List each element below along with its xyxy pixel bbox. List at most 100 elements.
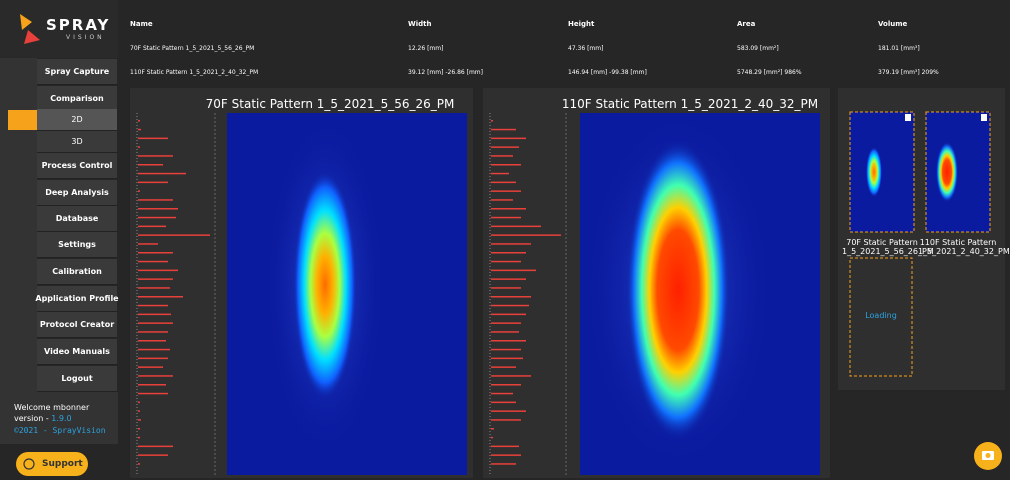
profile-bar [491, 331, 519, 333]
profile-bar [138, 146, 140, 148]
profile-bar [491, 304, 529, 307]
profile-bar [138, 120, 140, 122]
delete-icon[interactable] [905, 114, 911, 121]
profile-bar [491, 348, 521, 351]
profile-bar [138, 331, 168, 333]
copyright: ©2021 - SprayVision [14, 426, 106, 435]
menu-item[interactable]: Spray Capture [37, 59, 117, 85]
profile-bar [138, 366, 163, 368]
menu-item[interactable]: Deep Analysis [37, 180, 117, 206]
profile-bar [491, 181, 516, 184]
profile-bar [138, 304, 168, 307]
profile-bar [138, 128, 141, 131]
profile-bar [138, 260, 168, 263]
menu-item[interactable]: Application Profile [35, 286, 119, 312]
menu-item[interactable]: Comparison [37, 86, 117, 112]
profile-bar [491, 401, 516, 404]
profile-bar [138, 243, 158, 245]
profile-bar [138, 348, 170, 351]
version: 1.9.0 [51, 414, 72, 423]
profile-bar [491, 296, 531, 298]
profile-bar [491, 392, 513, 395]
column-header: Volume [878, 20, 908, 28]
profile-bar [491, 278, 526, 280]
menu-item[interactable]: 2D [37, 109, 117, 131]
logo-text: SPRAY [46, 16, 111, 34]
profile-bar [491, 436, 493, 439]
menu-item[interactable]: Database [37, 206, 117, 232]
profile-bar [491, 172, 509, 175]
profile-bar [138, 190, 140, 192]
profile-bar [491, 287, 521, 289]
logo-mark [24, 30, 40, 44]
profile-bar [138, 269, 178, 272]
profile-bar [138, 340, 166, 342]
profile-bar [491, 463, 516, 465]
profile-bar [138, 357, 168, 360]
profile-bar [491, 357, 523, 360]
column-header: Name [130, 20, 153, 28]
welcome: Welcome mbonner [14, 403, 90, 412]
profile-bar [491, 454, 521, 456]
profile-bar [138, 410, 140, 412]
profile-bar [491, 322, 521, 324]
profile-bar [491, 190, 521, 192]
loading: Loading [865, 311, 897, 320]
profile-bar [138, 322, 173, 324]
profile-bar [491, 146, 519, 148]
profile-bar [491, 199, 513, 201]
profile-bar [491, 410, 526, 412]
profile-bar [491, 208, 526, 210]
thumb-label: 70F Static Pattern 1_5_2021_5_56_26_PM [842, 238, 934, 256]
profile-bar [491, 419, 521, 421]
support-label[interactable]: Support [42, 459, 83, 469]
cell: 146.94 [mm] -99.38 [mm] [568, 69, 647, 76]
profile-bar [491, 260, 521, 263]
profile-bar [491, 234, 561, 236]
profile-bar [138, 445, 173, 448]
profile-bar [138, 436, 140, 439]
menu-item[interactable]: Logout [37, 366, 117, 392]
cell: 39.12 [mm] -26.86 [mm] [408, 69, 483, 76]
profile-bar [491, 216, 521, 219]
profile-bar [138, 199, 173, 201]
spray-core [293, 170, 357, 400]
cell: 181.01 [mm³] [878, 45, 920, 52]
profile-bar [138, 419, 141, 421]
profile-bar [138, 216, 176, 219]
profile-bar [491, 375, 531, 377]
support-button[interactable] [16, 452, 88, 476]
column-header: Area [737, 20, 756, 28]
menu-item[interactable]: Settings [37, 232, 117, 258]
profile-bar [138, 137, 168, 140]
profile-bar [138, 208, 178, 210]
menu-item[interactable]: Protocol Creator [37, 312, 117, 338]
profile-bar [138, 296, 183, 298]
cell: 70F Static Pattern 1_5_2021_5_56_26_PM [130, 45, 255, 52]
delete-icon[interactable] [981, 114, 987, 121]
help-icon [23, 458, 35, 470]
profile-bar [491, 313, 526, 316]
profile-bar [491, 269, 536, 272]
cell: 47.36 [mm] [568, 45, 604, 52]
profile-bar [138, 287, 170, 289]
profile-bar [138, 225, 166, 228]
profile-bar [138, 164, 163, 166]
logo-subtext: VISION [66, 34, 105, 41]
cell: 12.26 [mm] [408, 45, 444, 52]
profile-bar [491, 252, 526, 254]
loading-box [849, 257, 913, 377]
panel-title: 110F Static Pattern 1_5_2021_2_40_32_PM [561, 97, 819, 111]
menu-item[interactable]: Calibration [37, 259, 117, 285]
profile-bar [491, 243, 531, 245]
menu-item[interactable]: 3D [37, 131, 117, 153]
profile-bar [138, 401, 140, 404]
profile-bar [491, 428, 494, 430]
menu-item[interactable]: Process Control [37, 153, 117, 179]
profile-bar [138, 375, 173, 377]
menu-item[interactable]: Video Manuals [37, 339, 117, 365]
camera-lens [985, 453, 991, 458]
profile-bar [491, 155, 513, 157]
